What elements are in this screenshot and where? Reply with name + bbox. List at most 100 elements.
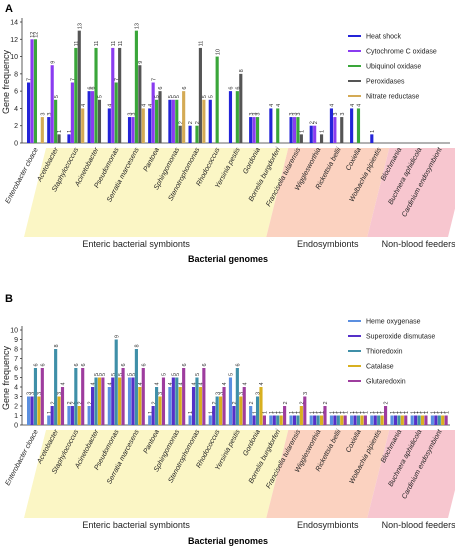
bar-catalase (380, 415, 384, 425)
bar-superoxide-dismutase (30, 396, 34, 425)
bar-cytochrome-c-oxidase (50, 65, 54, 143)
bar-value-label: 3 (256, 392, 262, 395)
y-tick-label: 0 (14, 423, 18, 430)
bar-value-label: 4 (107, 104, 113, 107)
bar-value-label: 6 (91, 87, 97, 90)
bar-value-label: 1 (373, 411, 379, 414)
bar-value-label: 6 (236, 87, 242, 90)
bar-value-label: 2 (50, 401, 56, 404)
bar-value-label: 3 (293, 113, 299, 116)
bar-superoxide-dismutase (252, 415, 256, 425)
y-tick-label: 5 (14, 375, 18, 382)
group-band (367, 430, 455, 518)
group-band (24, 148, 289, 237)
bar-value-label: 11 (199, 41, 205, 47)
bar-thioredoxin (255, 396, 260, 425)
bar-catalase (118, 377, 122, 425)
bar-value-label: 5 (98, 95, 104, 98)
bar-catalase (420, 415, 425, 425)
bar-value-label: 3 (158, 392, 164, 395)
bar-heme-oxygenase (309, 415, 313, 425)
bar-value-label: 1 (293, 411, 299, 414)
bar-value-label: 1 (340, 411, 346, 414)
bar-heme-oxygenase (148, 415, 152, 425)
bar-value-label: 1 (320, 130, 326, 133)
bar-cytochrome-c-oxidase (292, 117, 297, 143)
bar-heme-oxygenase (87, 406, 91, 425)
bar-value-label: 2 (283, 401, 289, 404)
bar-value-label: 2 (178, 121, 184, 124)
bar-value-label: 10 (215, 49, 221, 55)
bar-value-label: 2 (151, 401, 157, 404)
bar-value-label: 1 (370, 411, 376, 414)
bar-superoxide-dismutase (70, 406, 74, 425)
bar-value-label: 5 (171, 95, 177, 98)
y-tick-label: 4 (14, 385, 18, 392)
bar-cytochrome-c-oxidase (333, 117, 337, 143)
bar-thioredoxin (316, 415, 320, 425)
bar-value-label: 1 (414, 411, 420, 414)
bar-ubiquinol-oxidase (134, 30, 138, 143)
bar-catalase (158, 396, 162, 425)
bar-peroxidases (77, 30, 81, 143)
bar-glutaredoxin (121, 368, 125, 425)
bar-heat-shock (208, 99, 212, 143)
legend-item: Cytochrome C oxidase (366, 49, 437, 56)
bar-value-label: 2 (300, 401, 306, 404)
bar-glutaredoxin (283, 406, 287, 425)
group-label: Non-blood feeders (382, 520, 455, 530)
y-tick-label: 0 (14, 141, 18, 148)
bar-value-label: 1 (313, 411, 319, 414)
bar-value-label: 3 (128, 113, 134, 116)
bar-heme-oxygenase (47, 415, 51, 425)
bar-value-label: 1 (272, 411, 278, 414)
bar-superoxide-dismutase (50, 406, 54, 425)
bar-value-label: 13 (77, 23, 83, 29)
bar-value-label: 3 (333, 113, 339, 116)
bar-value-label: 7 (151, 78, 157, 81)
bar-ubiquinol-oxidase (356, 108, 361, 143)
y-tick-label: 8 (14, 347, 18, 354)
bar-value-label: 1 (333, 411, 339, 414)
bar-value-label: 1 (441, 411, 447, 414)
bar-catalase (138, 387, 142, 425)
bar-value-label: 3 (239, 392, 245, 395)
bar-value-label: 2 (212, 401, 218, 404)
bar-glutaredoxin (60, 387, 65, 425)
bar-value-label: 5 (131, 373, 137, 376)
bar-value-label: 2 (67, 401, 73, 404)
bar-catalase (178, 387, 182, 425)
bar-value-label: 1 (336, 411, 342, 414)
y-tick-label: 10 (10, 328, 18, 335)
bar-glutaredoxin (101, 377, 105, 425)
bar-catalase (219, 396, 223, 425)
bar-value-label: 1 (377, 411, 383, 414)
bar-value-label: 4 (141, 104, 147, 107)
bar-value-label: 6 (87, 87, 93, 90)
bar-superoxide-dismutase (91, 387, 95, 425)
bar-value-label: 6 (202, 363, 208, 366)
bar-heat-shock (47, 117, 51, 143)
bar-value-label: 3 (303, 392, 309, 395)
bar-glutaredoxin (81, 368, 85, 425)
group-band (24, 430, 289, 518)
bar-cytochrome-c-oxidase (131, 117, 135, 143)
bar-value-label: 11 (94, 41, 100, 47)
bar-heat-shock (228, 91, 233, 143)
bar-heat-shock (67, 134, 71, 143)
bar-value-label: 3 (30, 392, 36, 395)
bar-value-label: 1 (410, 411, 416, 414)
bar-thioredoxin (215, 396, 219, 425)
y-tick-label: 3 (14, 394, 18, 401)
bar-cytochrome-c-oxidase (252, 117, 256, 143)
bar-glutaredoxin (303, 396, 307, 425)
bar-value-label: 3 (47, 113, 53, 116)
bar-heat-shock (289, 117, 293, 143)
bar-value-label: 1 (300, 130, 306, 133)
bar-value-label: 1 (431, 411, 437, 414)
bar-superoxide-dismutase (333, 415, 337, 425)
legend-item: Peroxidases (366, 79, 405, 86)
bar-value-label: 1 (350, 411, 356, 414)
bar-peroxidases (239, 73, 243, 143)
bar-nitrate-reductase (182, 91, 186, 143)
